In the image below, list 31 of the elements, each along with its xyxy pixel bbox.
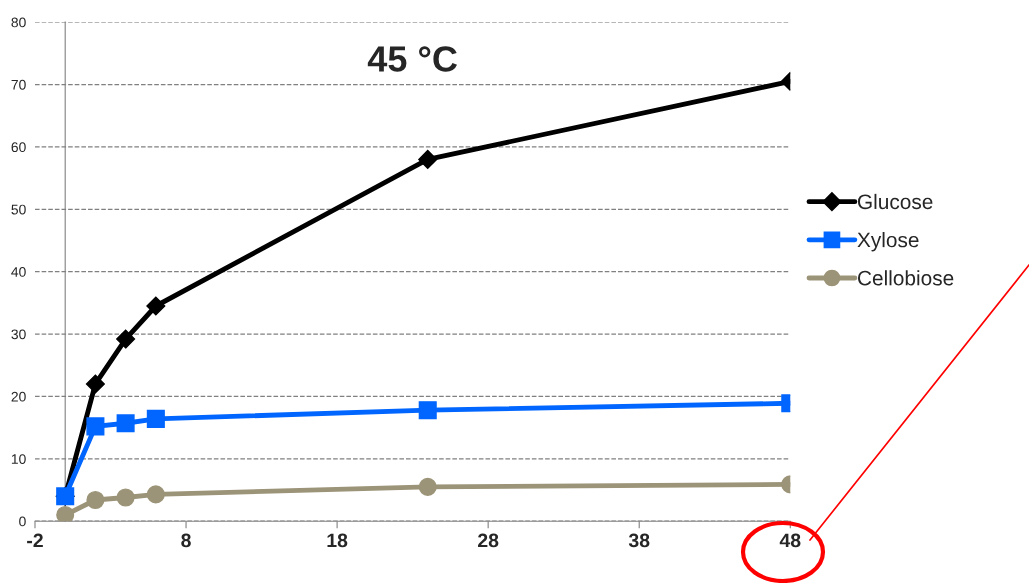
point bbox=[56, 505, 75, 522]
y-tick-label: 10 bbox=[11, 454, 26, 464]
point bbox=[418, 477, 437, 496]
point bbox=[146, 409, 165, 428]
point bbox=[418, 401, 437, 420]
point bbox=[146, 485, 165, 504]
point bbox=[86, 417, 105, 436]
y-tick-label: 70 bbox=[11, 79, 26, 90]
point bbox=[85, 374, 105, 394]
y-tick-label: 30 bbox=[11, 329, 26, 340]
legend-label: Xylose bbox=[857, 232, 919, 252]
point bbox=[116, 488, 135, 507]
x-tick-label: 48 bbox=[779, 533, 801, 548]
x-tick-label: -2 bbox=[27, 533, 43, 548]
y-tick-label: 60 bbox=[11, 142, 26, 153]
x-tick-label: 18 bbox=[327, 533, 348, 548]
legend-label: Glucose bbox=[857, 193, 933, 210]
text: 45 °C bbox=[367, 46, 457, 72]
y-tick-label: 20 bbox=[11, 391, 26, 402]
legend-label: Cellobiose bbox=[858, 270, 954, 286]
y-tick-label: 50 bbox=[11, 204, 26, 215]
y-tick-label: 80 bbox=[11, 17, 26, 28]
y-tick-label: 40 bbox=[11, 267, 26, 277]
point bbox=[116, 329, 136, 349]
y-tick-label: 0 bbox=[19, 516, 26, 527]
point bbox=[86, 490, 105, 510]
point bbox=[146, 296, 166, 316]
x-tick-label: 8 bbox=[181, 533, 191, 548]
x-tick-label: 38 bbox=[628, 533, 650, 548]
x-tick-label: 28 bbox=[478, 533, 499, 548]
point bbox=[116, 414, 135, 433]
